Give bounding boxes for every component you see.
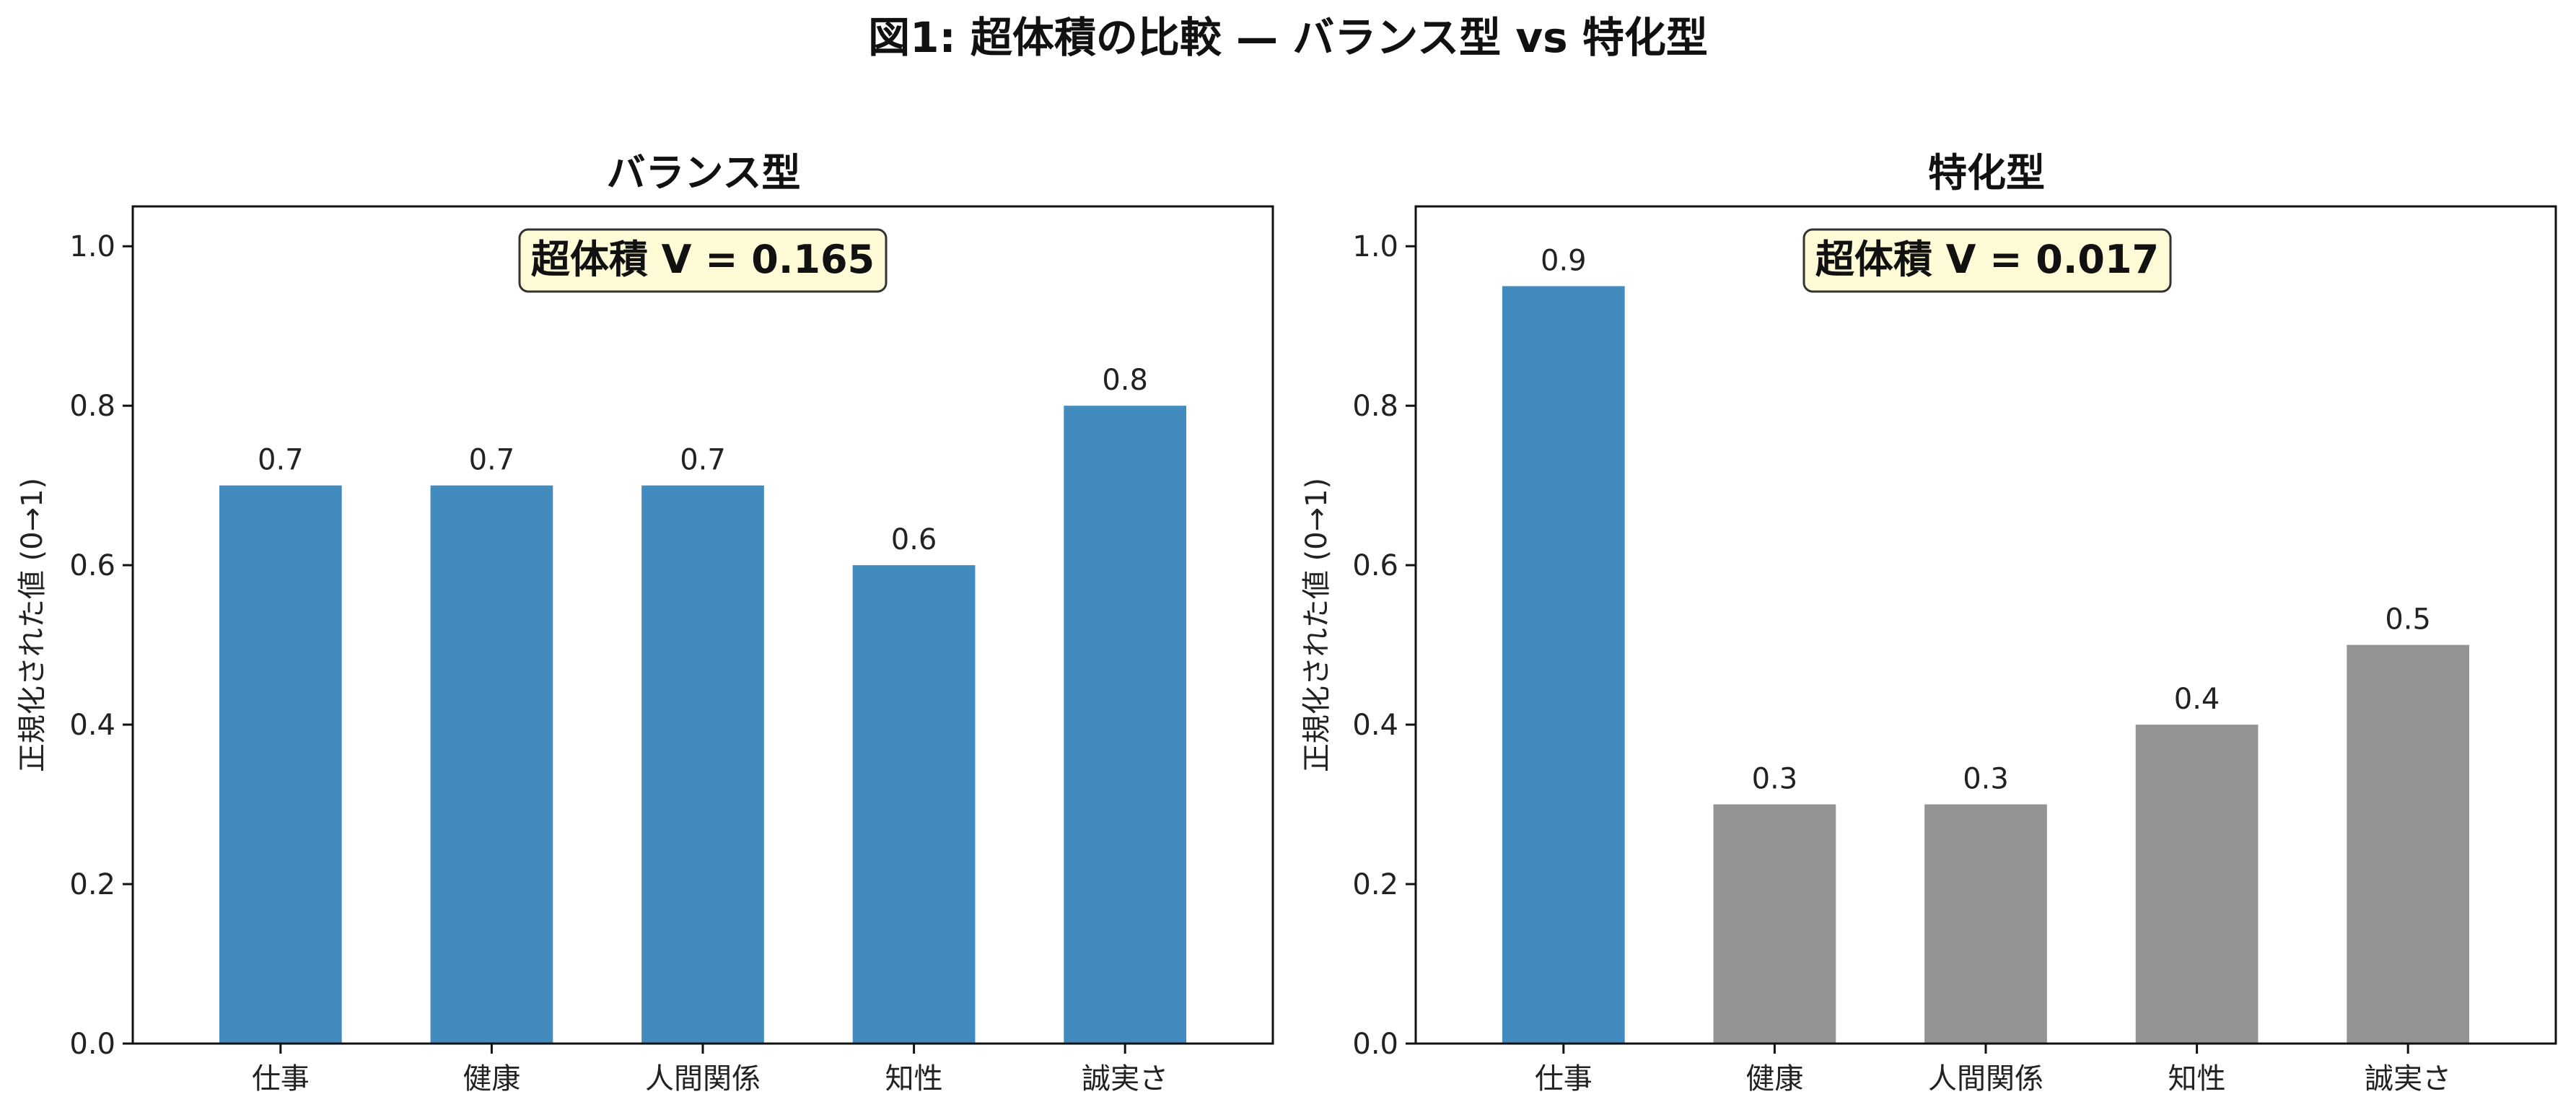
bar [1064, 406, 1187, 1044]
y-tick-label: 1.0 [1352, 230, 1398, 263]
x-tick-label: 人間関係 [1928, 1062, 2043, 1096]
y-tick-label: 0.2 [69, 868, 115, 901]
y-tick-label: 0.6 [1352, 549, 1398, 582]
bar-value-label: 0.7 [680, 444, 726, 477]
annotation-box [1802, 228, 2172, 293]
bar-value-label: 0.6 [891, 523, 937, 556]
x-tick-label: 仕事 [252, 1062, 310, 1096]
y-tick-label: 0.0 [1352, 1028, 1398, 1061]
x-tick-label: 誠実さ [1082, 1062, 1168, 1096]
bar [1924, 804, 2047, 1044]
bar-value-labels: 0.7 0.7 0.7 0.6 0.8 [258, 364, 1148, 556]
panel-title: 特化型 [1928, 150, 2045, 196]
bar-value-label: 0.3 [1963, 763, 2009, 796]
bar-value-label: 0.7 [258, 444, 304, 477]
y-tick-label: 0.6 [69, 549, 115, 582]
bars [1502, 286, 2470, 1044]
bar-value-label: 0.5 [2385, 603, 2431, 637]
hypervolume-annotation: 超体積 V = 0.165 [518, 228, 888, 293]
y-tick-label: 1.0 [69, 230, 115, 263]
y-axis-label: 正規化された値 (0→1) [1300, 478, 1333, 772]
y-tick-label: 0.4 [1352, 709, 1398, 742]
bar [430, 485, 553, 1044]
bar [641, 485, 764, 1044]
y-axis-label: 正規化された値 (0→1) [16, 478, 49, 772]
x-tick-label: 人間関係 [645, 1062, 761, 1096]
hypervolume-annotation: 超体積 V = 0.017 [1802, 228, 2172, 293]
bar [1502, 286, 1625, 1044]
annotation-text: 超体積 V = 0.017 [1815, 237, 2159, 282]
y-tick-label: 0.2 [1352, 868, 1398, 901]
x-tick-label: 健康 [1745, 1062, 1803, 1096]
bar-value-labels: 0.9 0.3 0.3 0.4 0.5 [1541, 244, 2431, 795]
bar [2347, 644, 2470, 1044]
y-axis: 0.0 0.2 0.4 0.6 0.8 1.0 [1352, 230, 1416, 1061]
annotation-box [518, 228, 888, 293]
panel-title: バランス型 [607, 150, 801, 196]
bar [219, 485, 342, 1044]
bar-value-label: 0.9 [1541, 244, 1587, 277]
plot-frame [1414, 205, 2557, 1045]
x-axis: 仕事 健康 人間関係 知性 誠実さ [1535, 1044, 2451, 1096]
bar-value-label: 0.7 [469, 444, 515, 477]
x-axis: 仕事 健康 人間関係 知性 誠実さ [252, 1044, 1168, 1096]
x-tick-label: 仕事 [1535, 1062, 1593, 1096]
bar-value-label: 0.4 [2174, 683, 2220, 716]
bar [2135, 725, 2259, 1044]
bars [219, 406, 1187, 1044]
x-tick-label: 健康 [463, 1062, 520, 1096]
figure-title: 図1: 超体積の比較 — バランス型 vs 特化型 [868, 13, 1708, 62]
y-tick-label: 0.4 [69, 709, 115, 742]
bar [852, 565, 976, 1044]
y-axis: 0.0 0.2 0.4 0.6 0.8 1.0 [69, 230, 133, 1061]
plot-frame [131, 205, 1274, 1045]
x-tick-label: 知性 [2168, 1062, 2226, 1096]
annotation-text: 超体積 V = 0.165 [531, 237, 875, 282]
x-tick-label: 誠実さ [2365, 1062, 2451, 1096]
bar-value-label: 0.8 [1102, 364, 1148, 397]
panel-balanced: バランス型 正規化された値 (0→1) 0.0 0.2 0.4 0.6 0.8 1.0 0… [16, 150, 1274, 1096]
bar-value-label: 0.3 [1752, 763, 1798, 796]
y-tick-label: 0.8 [1352, 390, 1398, 423]
y-tick-label: 0.0 [69, 1028, 115, 1061]
panel-specialized: 特化型 正規化された値 (0→1) 0.0 0.2 0.4 0.6 0.8 1.0 0.9… [1300, 150, 2557, 1096]
y-tick-label: 0.8 [69, 390, 115, 423]
x-tick-label: 知性 [885, 1062, 943, 1096]
bar [1713, 804, 1836, 1044]
